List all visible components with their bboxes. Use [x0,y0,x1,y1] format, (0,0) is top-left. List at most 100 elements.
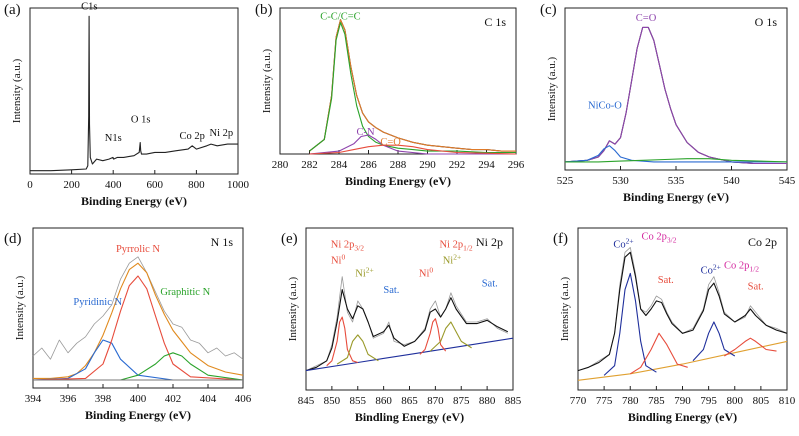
series-line [309,144,517,155]
annotation-label: C=O [636,13,657,24]
panel-label: (a) [4,2,21,18]
series-line [32,275,244,381]
series-line [603,272,657,376]
x-axis-label: Binding Energy (eV) [85,408,191,422]
annotation-label: Ni 2p [210,128,234,139]
series-line [305,337,514,372]
x-tick-label: 790 [674,395,691,407]
x-tick-label: 545 [779,175,796,187]
x-tick-label: 200 [63,179,80,191]
x-tick-label: 404 [200,393,217,405]
x-tick-label: 284 [331,159,348,171]
annotation-label: Co 2p1/2 [724,261,759,274]
x-tick-label: 775 [596,395,613,407]
panel-label: (b) [255,2,273,18]
chart-title: C 1s [484,15,506,29]
series-line [309,134,516,155]
x-tick-label: 540 [723,175,740,187]
x-tick-label: 525 [557,175,574,187]
annotation-label: Ni0 [419,266,434,280]
x-tick-label: 402 [165,393,182,405]
series-line [336,334,379,365]
series-line [32,256,244,360]
x-tick-label: 810 [779,395,796,407]
chart-panel: (b) C 1s 280 282 284 286 288 290 292 294 296 Bindin… [255,2,525,188]
x-tick-label: 770 [570,395,587,407]
annotation-label: Ni2+ [355,266,373,280]
x-tick-label: 0 [27,179,33,191]
x-tick-label: 292 [449,159,466,171]
annotation-label: Ni 2p3/2 [331,239,364,252]
x-tick-label: 845 [298,395,315,407]
x-tick-label: 880 [479,395,496,407]
series-line [309,19,516,152]
x-tick-label: 780 [622,395,639,407]
y-axis-label: Intensity (a.u.) [559,276,571,341]
annotation-label: NiCo-O [588,100,622,111]
series-line [692,321,736,362]
series-line [577,340,788,381]
series-line [305,276,508,371]
series-line [30,15,238,172]
plot-frame [29,7,239,175]
chart-panel: (a) 0 200 400 600 800 1000 Binding Energy (eV) I… [4,2,250,208]
chart-panel: (e) Ni 2p 845 850 855 860 865 870 875 880 885 Bindl… [281,227,522,424]
x-axis-label: Binding Energy (eV) [623,190,729,204]
x-tick-label: 280 [272,159,289,171]
chart-title: O 1s [755,15,778,29]
x-tick-label: 885 [505,395,522,407]
panel-label: (c) [540,2,557,18]
series-line [577,251,788,372]
plot-frame [279,7,517,155]
annotation-label: Sat. [482,278,498,289]
x-tick-label: 785 [648,395,665,407]
annotation-label: N1s [105,133,122,144]
annotation-label: Co2+ [701,262,721,276]
series-line [564,145,787,163]
annotation-label: Ni 2p1/2 [439,239,472,252]
annotation-label: Sat. [658,275,674,286]
annotation-label: C-N [357,127,376,138]
x-tick-label: 535 [668,175,685,187]
y-axis-label: Intensity (a.u.) [14,275,26,340]
x-tick-label: 855 [350,395,367,407]
annotation-label: Pyrrolic N [116,244,160,255]
annotation-label: Ni2+ [443,253,461,267]
x-tick-label: 286 [360,159,377,171]
y-axis-label: Intensity (a.u.) [261,48,273,113]
series-line [309,19,516,152]
series-line [305,289,509,372]
annotation-label: C=O [380,137,401,148]
x-tick-label: 396 [60,393,77,405]
x-tick-label: 1000 [227,179,250,191]
series-line [564,26,787,165]
series-line [565,158,788,163]
x-tick-label: 290 [419,159,436,171]
annotation-label: Sat. [383,285,399,296]
x-axis-label: Bindling Energy (eV) [355,410,464,424]
chart-title: Ni 2p [476,235,503,249]
x-tick-label: 294 [478,159,495,171]
x-tick-label: 870 [427,395,444,407]
x-tick-label: 850 [324,395,341,407]
plot-frame [564,7,788,171]
x-tick-label: 800 [188,179,205,191]
x-axis-label: Binding Energy (eV) [345,174,451,188]
series-line [33,262,244,379]
x-tick-label: 875 [453,395,470,407]
x-tick-label: 282 [301,159,318,171]
series-line [564,26,787,165]
x-tick-label: 795 [700,395,717,407]
series-line [32,339,243,381]
y-axis-label: Intensity (a.u.) [287,276,299,341]
annotation-label: Ni0 [331,253,346,267]
series-line [429,321,472,352]
x-tick-label: 800 [727,395,744,407]
x-axis-label: Binding Energy (eV) [81,194,187,208]
x-tick-label: 865 [401,395,418,407]
annotation-label: Co 2p3/2 [641,231,676,244]
panel-label: (d) [4,231,22,247]
y-axis-label: Intensity (a.u.) [11,58,23,123]
series-line [630,332,688,375]
x-tick-label: 288 [390,159,407,171]
